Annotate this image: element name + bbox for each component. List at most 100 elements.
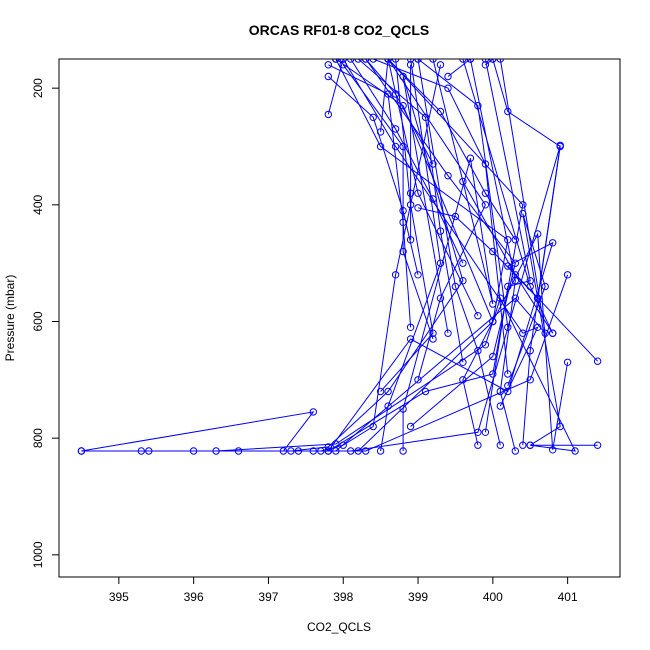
y-tick-label: 200 xyxy=(31,78,45,98)
data-point xyxy=(526,441,534,449)
x-axis-label: CO2_QCLS xyxy=(307,620,371,634)
data-point xyxy=(406,335,415,343)
data-point xyxy=(511,236,519,244)
data-point xyxy=(429,59,437,63)
series-line xyxy=(328,59,524,452)
series-26 xyxy=(332,59,497,326)
data-point xyxy=(406,61,415,69)
data-point xyxy=(414,59,422,63)
chart-title: ORCAS RF01-8 CO2_QCLS xyxy=(249,22,429,38)
data-point xyxy=(511,294,519,302)
data-point xyxy=(429,335,437,343)
data-point xyxy=(489,317,497,326)
data-point xyxy=(511,447,519,455)
data-point xyxy=(481,59,490,63)
data-point xyxy=(399,405,407,413)
data-point xyxy=(534,230,542,238)
series-34 xyxy=(362,59,437,168)
data-point xyxy=(406,59,415,63)
data-point xyxy=(474,441,482,449)
series-line xyxy=(387,59,486,380)
data-point xyxy=(556,422,564,431)
series-11 xyxy=(376,59,445,455)
data-point xyxy=(549,239,557,247)
data-point xyxy=(391,142,400,151)
data-point xyxy=(436,61,445,69)
series-line xyxy=(387,59,516,241)
data-point xyxy=(511,259,519,267)
series-line xyxy=(462,181,554,334)
data-point xyxy=(347,59,355,63)
data-point xyxy=(504,262,512,270)
data-point xyxy=(376,142,385,151)
series-line xyxy=(447,59,471,77)
data-point xyxy=(369,113,377,122)
series-line xyxy=(492,59,561,446)
data-point xyxy=(324,110,332,119)
data-point xyxy=(459,358,467,366)
x-tick-label: 400 xyxy=(483,590,503,604)
series-23 xyxy=(369,59,512,378)
series-31 xyxy=(324,72,422,279)
series-layer xyxy=(77,59,602,455)
x-tick-label: 397 xyxy=(258,590,278,604)
series-line xyxy=(342,64,434,340)
data-point xyxy=(489,247,497,256)
y-axis-label: Pressure (mbar) xyxy=(3,275,17,362)
data-point xyxy=(324,61,332,69)
data-point xyxy=(451,212,460,221)
series-41 xyxy=(481,59,497,69)
series-line xyxy=(365,59,434,165)
data-point xyxy=(324,447,332,455)
data-point xyxy=(414,271,422,279)
data-point xyxy=(406,189,415,197)
series-line xyxy=(380,59,389,132)
data-point xyxy=(496,59,504,63)
data-point xyxy=(481,341,490,349)
x-axis: 395 396 397 398 399 400 401 xyxy=(109,577,578,604)
series-line xyxy=(417,59,509,328)
data-point xyxy=(519,209,527,218)
series-line xyxy=(417,59,501,446)
data-point xyxy=(339,61,347,69)
data-point xyxy=(466,59,475,63)
data-point xyxy=(145,447,153,455)
series-line xyxy=(484,59,531,433)
x-tick-label: 396 xyxy=(184,590,204,604)
data-point xyxy=(376,387,385,396)
data-point xyxy=(332,447,340,455)
data-point xyxy=(549,446,557,454)
data-point xyxy=(571,447,579,455)
data-point xyxy=(406,422,415,431)
data-point xyxy=(444,84,452,92)
data-point xyxy=(444,172,452,180)
data-point xyxy=(504,382,512,390)
data-point xyxy=(421,387,430,396)
data-point xyxy=(399,447,407,455)
series-line xyxy=(507,213,561,446)
series-39 xyxy=(376,59,392,136)
data-point xyxy=(436,107,445,116)
series-18 xyxy=(481,59,534,436)
data-point xyxy=(481,201,490,209)
data-point xyxy=(549,329,557,337)
data-point xyxy=(354,447,362,455)
data-point xyxy=(481,61,490,69)
x-tick-label: 401 xyxy=(558,590,578,604)
data-point xyxy=(309,408,317,416)
y-tick-label: 1000 xyxy=(31,541,45,568)
data-point xyxy=(534,294,542,302)
data-point xyxy=(429,195,437,203)
y-axis: 200 400 600 800 1000 xyxy=(31,78,59,568)
data-point xyxy=(519,441,527,449)
series-line xyxy=(216,296,598,452)
data-point xyxy=(391,271,400,279)
data-point xyxy=(339,59,347,63)
data-point xyxy=(309,447,317,455)
series-40 xyxy=(444,59,475,81)
data-point xyxy=(504,370,512,378)
series-line xyxy=(462,232,569,450)
data-point xyxy=(489,352,497,361)
series-35 xyxy=(406,61,415,244)
data-point xyxy=(541,282,549,291)
